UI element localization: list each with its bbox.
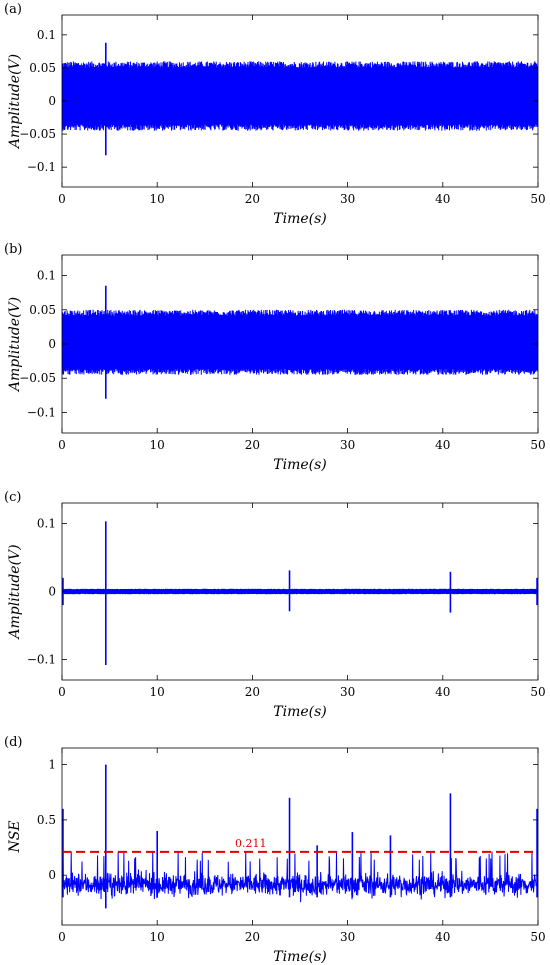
series-trace [62, 309, 538, 375]
x-tick-label: 10 [150, 192, 165, 206]
panel-label: (d) [4, 735, 22, 750]
x-tick-label: 30 [340, 438, 355, 452]
x-tick-label: 20 [245, 438, 260, 452]
x-tick-label: 10 [150, 438, 165, 452]
y-axis-label: Amplitude(V) [7, 54, 23, 150]
x-tick-label: 50 [530, 192, 545, 206]
x-tick-label: 40 [435, 685, 450, 699]
x-tick-label: 30 [340, 685, 355, 699]
y-tick-label: 0.05 [29, 303, 56, 317]
panel-label: (a) [4, 2, 22, 17]
series-trace [62, 61, 538, 131]
y-axis-label: Amplitude(V) [7, 297, 23, 393]
panel-c: 0 10 20 30 40 50 −0.1 0 0.1 Time(s) Amplitude(V) (c… [4, 490, 546, 720]
x-tick-label: 40 [435, 192, 450, 206]
y-tick-label: 0 [48, 337, 56, 351]
x-tick-label: 20 [245, 685, 260, 699]
series-trace [62, 588, 538, 595]
axes-frame [61, 747, 539, 926]
y-tick-label: 1 [48, 758, 56, 772]
panel-a: 0 10 20 30 40 50 −0.1 −0.05 0 0.05 0.1 Time(s) Ampli… [4, 2, 546, 227]
x-tick-label: 0 [58, 192, 66, 206]
x-tick-label: 0 [58, 930, 66, 944]
y-tick-label: 0 [48, 868, 56, 882]
x-tick-label: 50 [530, 438, 545, 452]
y-tick-label: 0.05 [29, 61, 56, 75]
panel-b: 0 10 20 30 40 50 −0.1 −0.05 0 0.05 0.1 Time(s) Ampli… [4, 242, 546, 473]
panel-label: (c) [4, 490, 21, 505]
y-tick-label: −0.05 [19, 127, 56, 141]
x-tick-label: 10 [150, 685, 165, 699]
x-axis-label: Time(s) [273, 211, 326, 227]
x-axis-label: Time(s) [273, 457, 326, 473]
x-axis-label: Time(s) [273, 949, 326, 965]
y-tick-label: −0.1 [27, 405, 56, 419]
x-tick-label: 30 [340, 192, 355, 206]
y-axis-label: NSE [7, 820, 23, 853]
panel-d: 0.211 0 10 20 30 40 50 0 0.5 1 Time(s) NSE (d) [4, 735, 546, 965]
y-tick-label: 0.1 [37, 516, 56, 530]
y-axis-label: Amplitude(V) [7, 544, 23, 640]
series-trace [62, 850, 538, 903]
threshold-label: 0.211 [235, 837, 267, 850]
x-tick-label: 20 [245, 192, 260, 206]
y-tick-label: −0.1 [27, 160, 56, 174]
y-tick-label: 0 [48, 94, 56, 108]
y-tick-label: 0.1 [37, 269, 56, 283]
x-tick-label: 50 [530, 685, 545, 699]
x-tick-label: 40 [435, 930, 450, 944]
y-tick-label: 0 [48, 585, 56, 599]
y-tick-label: −0.05 [19, 371, 56, 385]
panel-label: (b) [4, 242, 22, 257]
x-tick-label: 40 [435, 438, 450, 452]
x-tick-label: 50 [530, 930, 545, 944]
y-tick-label: 0.1 [37, 28, 56, 42]
x-tick-label: 0 [58, 685, 66, 699]
y-tick-label: 0.5 [37, 813, 56, 827]
x-tick-label: 0 [58, 438, 66, 452]
x-tick-label: 10 [150, 930, 165, 944]
x-tick-label: 30 [340, 930, 355, 944]
x-axis-label: Time(s) [273, 704, 326, 720]
x-tick-label: 20 [245, 930, 260, 944]
y-tick-label: −0.1 [27, 653, 56, 667]
